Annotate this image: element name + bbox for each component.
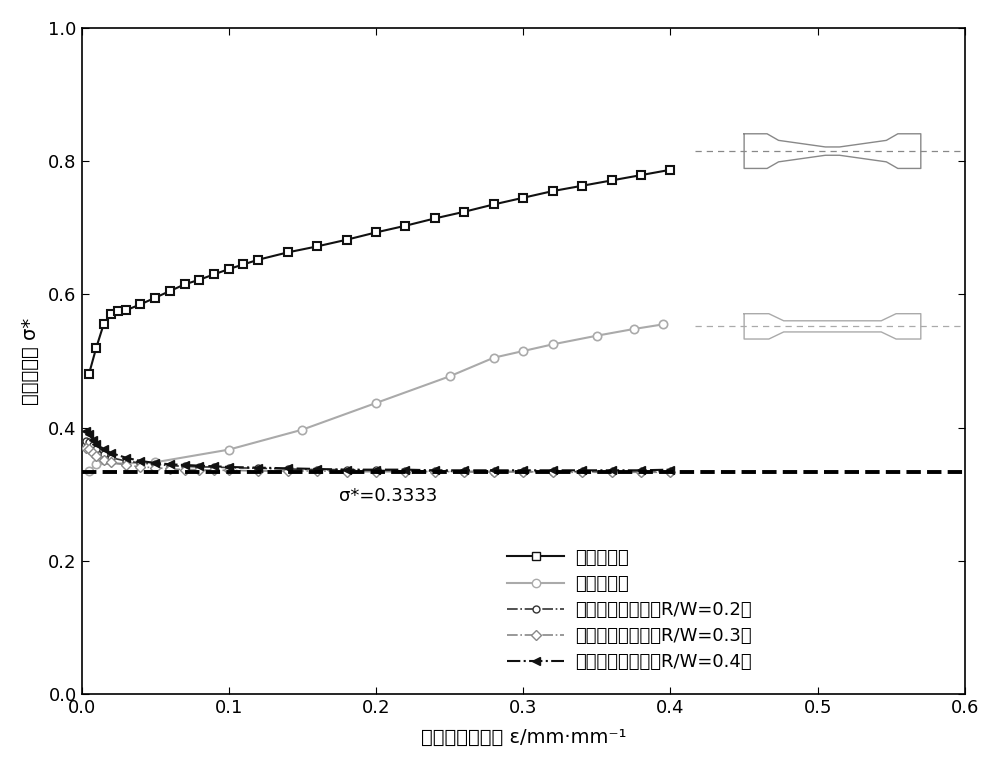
X-axis label: 试样中心处应变 ε/mm·mm⁻¹: 试样中心处应变 ε/mm·mm⁻¹ — [421, 728, 626, 747]
Legend: 漏斗板试样, 等直板试样, 中心圆孔板试样（R/W=0.2）, 中心圆孔板试样（R/W=0.3）, 中心圆孔板试样（R/W=0.4）: 漏斗板试样, 等直板试样, 中心圆孔板试样（R/W=0.2）, 中心圆孔板试样（… — [499, 541, 759, 678]
Text: σ*=0.3333: σ*=0.3333 — [339, 487, 438, 505]
Y-axis label: 应力三轴度 σ*: 应力三轴度 σ* — [21, 317, 40, 405]
